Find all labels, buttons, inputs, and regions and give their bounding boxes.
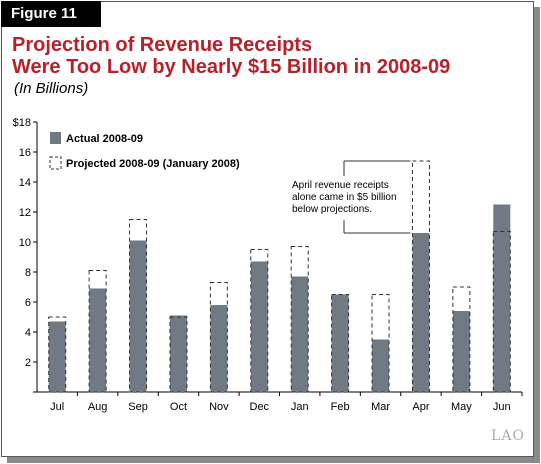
x-tick-label: Apr [412,401,429,413]
actual-bar [129,240,147,392]
chart-title: Projection of Revenue Receipts Were Too … [12,34,532,78]
y-tick-label: 2 [25,357,31,369]
x-tick-label: Jun [493,401,511,413]
projected-bar [48,316,67,393]
x-tick-label: Jan [291,401,309,413]
y-tick-label: $18 [13,117,31,129]
x-tick-label: May [451,401,472,413]
annotation-text: alone came in $5 billion [292,192,397,203]
actual-bar [210,305,228,392]
y-tick-label: 14 [19,177,31,189]
y-tick-label: 6 [25,297,31,309]
projected-bar [129,219,148,393]
lao-logo: LAO [491,428,525,444]
x-tick-label: Sep [128,401,148,413]
title-line-2: Were Too Low by Nearly $15 Billion in 20… [12,56,451,78]
annotation-text: below projections. [292,204,372,215]
y-tick-label: 12 [19,207,31,219]
figure-label: Figure 11 [1,1,101,27]
y-tick-label: 16 [19,147,31,159]
x-tick-label: Nov [209,401,229,413]
legend-projected-swatch [49,156,62,170]
y-tick-label: 8 [25,267,31,279]
actual-bar [250,261,268,392]
projected-bar [88,270,107,393]
projected-bar [250,249,269,393]
x-tick-label: Jul [50,401,64,413]
actual-bar [169,315,187,392]
x-tick-label: Mar [371,401,390,413]
actual-bar [412,233,430,392]
actual-bar [48,321,66,392]
projected-bar [371,294,390,393]
projected-bar [169,316,188,393]
y-tick-label: 4 [25,327,31,339]
actual-bar [291,276,309,392]
actual-bar [89,288,107,392]
actual-bar [331,294,349,392]
projected-bar [290,246,309,393]
legend-projected-label: Projected 2008-09 (January 2008) [66,158,240,170]
actual-bar [372,339,390,392]
actual-bar [452,311,470,392]
legend-actual-label: Actual 2008-09 [66,133,143,145]
projected-bar [492,231,511,393]
y-tick-label: 10 [19,237,31,249]
x-tick-label: Oct [170,401,187,413]
projected-bar [452,286,471,393]
projected-bar [411,160,430,393]
projected-bar [331,294,350,393]
chart-subtitle: (In Billions) [14,80,89,97]
annotation-text: April revenue receipts [292,180,389,191]
legend-actual-swatch [50,132,61,144]
title-line-1: Projection of Revenue Receipts [12,34,313,56]
projected-bar [209,282,228,393]
actual-bar [493,204,511,392]
x-tick-label: Aug [88,401,108,413]
x-tick-label: Feb [331,401,350,413]
x-tick-label: Dec [250,401,270,413]
